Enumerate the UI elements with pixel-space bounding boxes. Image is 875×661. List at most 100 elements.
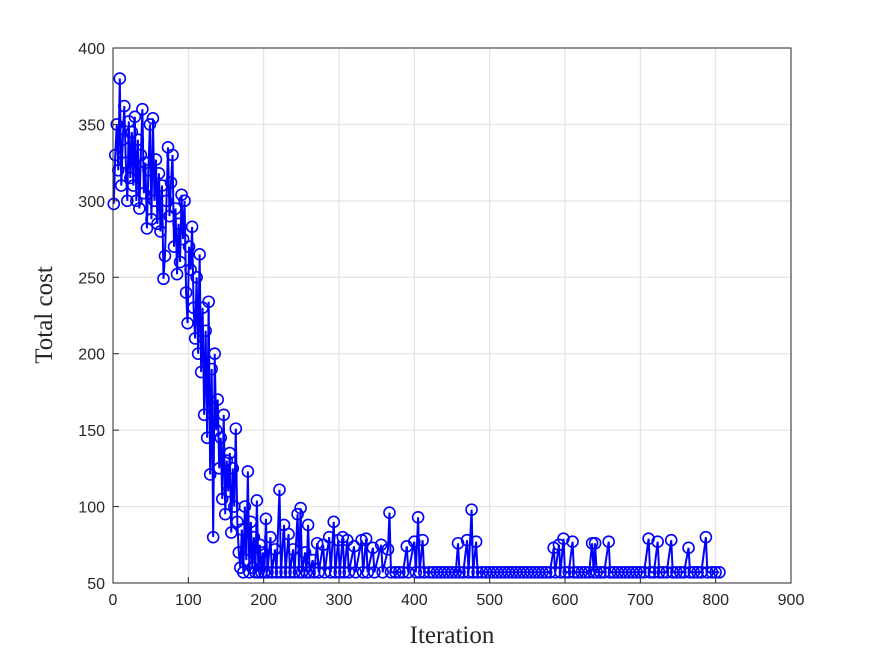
marker [283,565,297,579]
plot-area [113,48,791,583]
marker [413,565,426,579]
marker [149,153,163,166]
marker [408,535,421,549]
marker [462,565,475,579]
marker [250,494,264,507]
marker [274,565,288,579]
marker [130,194,143,208]
x-tick-label: 900 [778,592,805,609]
marker [247,530,261,544]
marker [642,532,655,545]
marker [539,565,553,579]
x-tick-label: 100 [175,592,202,609]
marker [310,536,324,550]
marker [178,194,191,208]
marker [347,540,361,553]
marker [118,99,131,113]
marker [202,295,215,309]
marker [298,546,312,559]
marker [214,431,228,445]
marker [366,541,380,555]
marker [291,507,304,521]
marker [670,565,683,579]
marker [152,167,166,180]
marker [361,565,374,579]
marker [212,462,226,475]
marker [137,186,151,200]
marker [411,510,425,524]
x-tick-label: 400 [401,592,428,609]
marker [383,506,396,519]
marker [238,500,252,513]
marker [705,565,719,579]
x-tick-label: 600 [552,592,579,609]
marker [128,110,142,124]
x-axis-label: Iteration [410,622,495,649]
marker [146,112,160,125]
marker [160,194,173,208]
marker [316,538,330,552]
marker [597,565,611,579]
ticks: 0 100 200 300 400 500 600 700 800 900 50 100 150 200 2… [78,41,804,609]
marker [220,454,234,468]
x-tick-label: 300 [326,592,353,609]
marker [131,133,145,147]
marker [265,565,279,579]
marker [205,362,218,376]
plot [107,72,726,579]
x-tick-label: 800 [702,592,729,609]
y-tick-label: 350 [78,117,105,134]
marker [172,217,185,231]
marker [652,565,666,579]
marker [197,408,211,422]
marker [677,565,691,579]
marker [208,347,221,361]
marker [282,527,295,541]
marker [279,565,292,579]
marker [691,565,704,579]
marker [113,72,127,85]
marker [110,118,124,131]
marker [575,565,588,579]
marker [295,565,309,579]
marker [215,492,229,506]
marker [127,179,140,192]
marker [136,102,149,116]
marker [188,332,202,345]
marker [154,225,167,238]
marker [244,515,258,529]
marker [179,286,193,299]
marker [456,565,470,579]
marker [164,176,178,189]
marker [637,565,651,579]
marker [232,546,246,559]
marker [469,535,483,549]
marker [253,538,267,552]
marker [381,543,395,556]
marker [191,347,205,361]
y-tick-label: 300 [78,194,105,211]
x-tick-label: 200 [250,592,277,609]
marker [199,324,212,338]
marker [566,535,579,549]
marker [170,267,184,281]
marker [119,156,133,169]
marker [241,465,255,478]
marker [416,533,429,547]
marker [630,565,643,579]
x-tick-label: 500 [476,592,503,609]
y-tick-label: 250 [78,270,105,287]
marker [588,536,602,550]
marker [590,565,603,579]
marker [342,565,356,579]
y-tick-label: 200 [78,347,105,364]
marker [133,202,146,215]
marker [536,565,549,579]
marker [409,565,423,579]
marker [664,533,678,547]
y-tick-label: 100 [78,500,105,517]
marker [175,188,188,202]
marker [158,249,172,263]
marker [324,565,338,579]
